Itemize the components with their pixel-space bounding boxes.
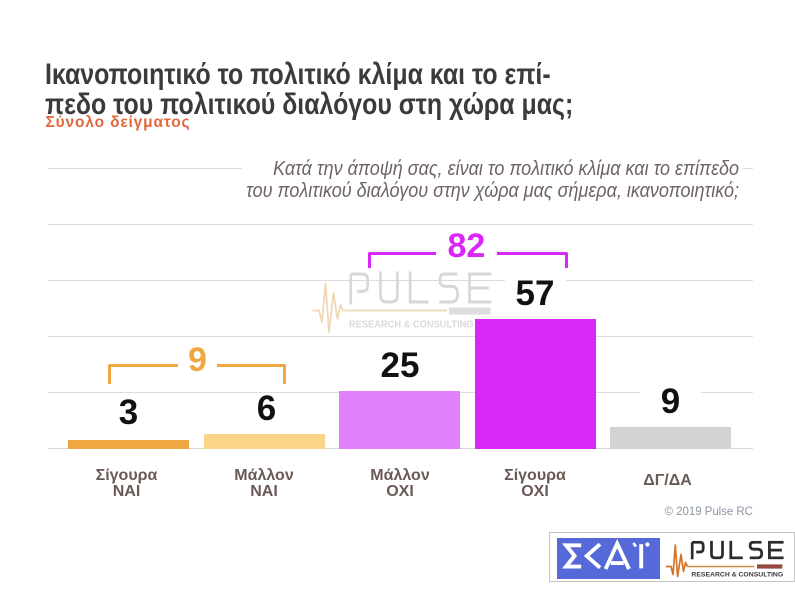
svg-text:RESEARCH & CONSULTING: RESEARCH & CONSULTING: [349, 319, 474, 330]
svg-text:RESEARCH & CONSULTING: RESEARCH & CONSULTING: [691, 571, 783, 578]
